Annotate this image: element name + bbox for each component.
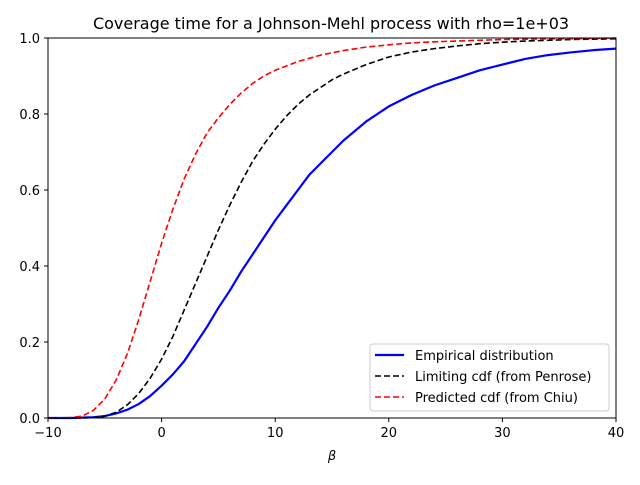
x-tick-label: 30: [494, 426, 511, 441]
y-tick-label: 0.4: [19, 260, 40, 275]
legend-label-2: Limiting cdf (from Penrose): [415, 370, 592, 385]
y-ticks: 0.0 0.2 0.4 0.6 0.8 1.0: [19, 32, 48, 427]
series-line-1: [48, 47, 617, 420]
plot-lines: [47, 37, 617, 420]
y-tick-label: 0.2: [19, 336, 40, 351]
series-line-3: [47, 37, 617, 419]
x-ticks: −10 0 10 20 30 40: [34, 418, 624, 441]
x-axis-label: β: [327, 449, 336, 464]
y-tick-label: 0.0: [19, 412, 40, 427]
legend: Empirical distribution Limiting cdf (from…: [369, 343, 610, 412]
chart-title: Coverage time for a Johnson-Mehl process…: [93, 14, 569, 33]
legend-label-3: Predicted cdf (from Chiu): [415, 391, 578, 406]
x-tick-label: 20: [381, 426, 398, 441]
axes-frame: [47, 37, 617, 419]
y-tick-label: 0.8: [19, 108, 40, 123]
x-tick-label: 10: [267, 426, 284, 441]
legend-box: [369, 343, 610, 412]
x-tick-label: −10: [34, 426, 61, 441]
y-tick-label: 1.0: [19, 32, 40, 47]
y-tick-label: 0.6: [19, 184, 40, 199]
legend-label-1: Empirical distribution: [415, 349, 554, 364]
x-tick-label: 0: [157, 426, 165, 441]
x-tick-label: 40: [608, 426, 625, 441]
series-line-2: [48, 37, 617, 419]
